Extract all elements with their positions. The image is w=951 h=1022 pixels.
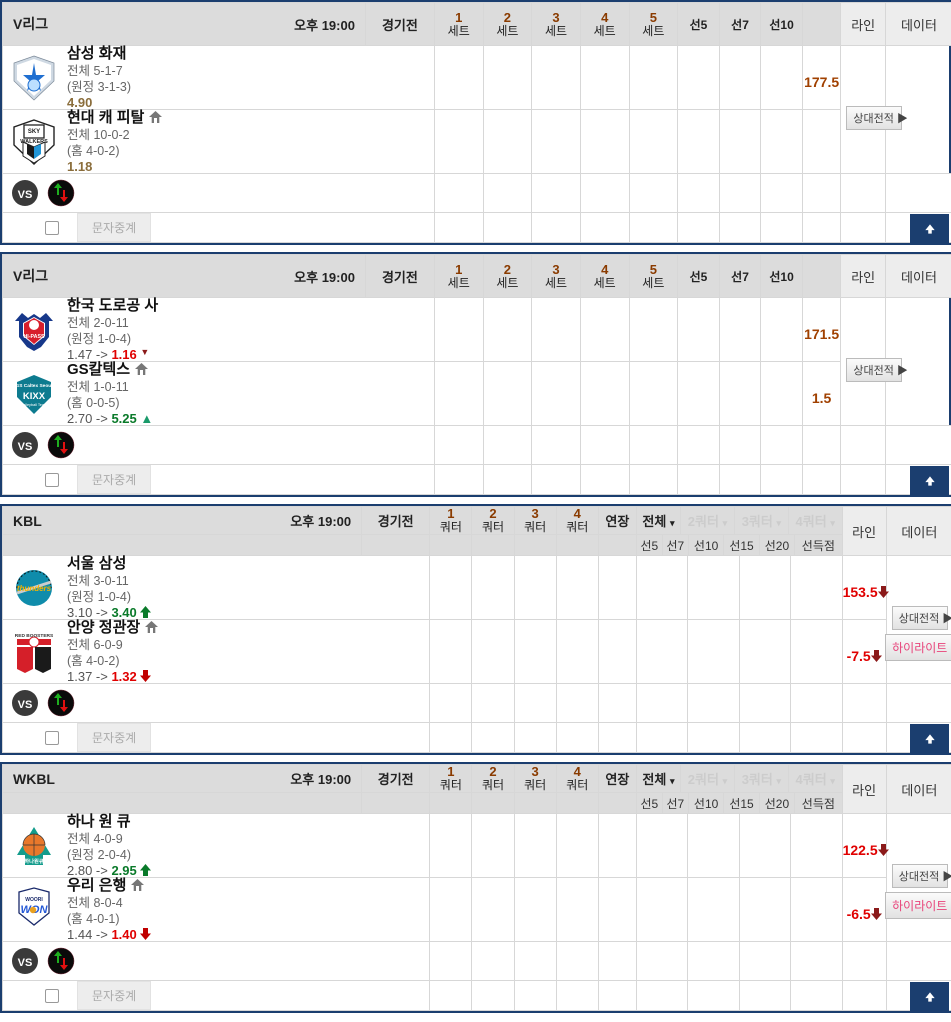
svg-text:KIXX: KIXX [23,391,46,402]
svg-text:VS: VS [18,957,33,969]
svg-text:GS Caltex Seoul: GS Caltex Seoul [15,383,52,389]
svg-text:Volleyball Team: Volleyball Team [21,403,47,407]
svg-text:thunders: thunders [17,584,52,593]
svg-text:VS: VS [18,699,33,711]
svg-text:하나원큐: 하나원큐 [24,857,44,865]
svg-text:RED BOOSTERS: RED BOOSTERS [15,633,54,639]
svg-text:WOORI: WOORI [25,897,43,903]
svg-text:VS: VS [18,189,33,201]
svg-text:HI-PASS: HI-PASS [23,334,45,340]
svg-text:VS: VS [18,441,33,453]
svg-text:SKY: SKY [28,129,40,135]
